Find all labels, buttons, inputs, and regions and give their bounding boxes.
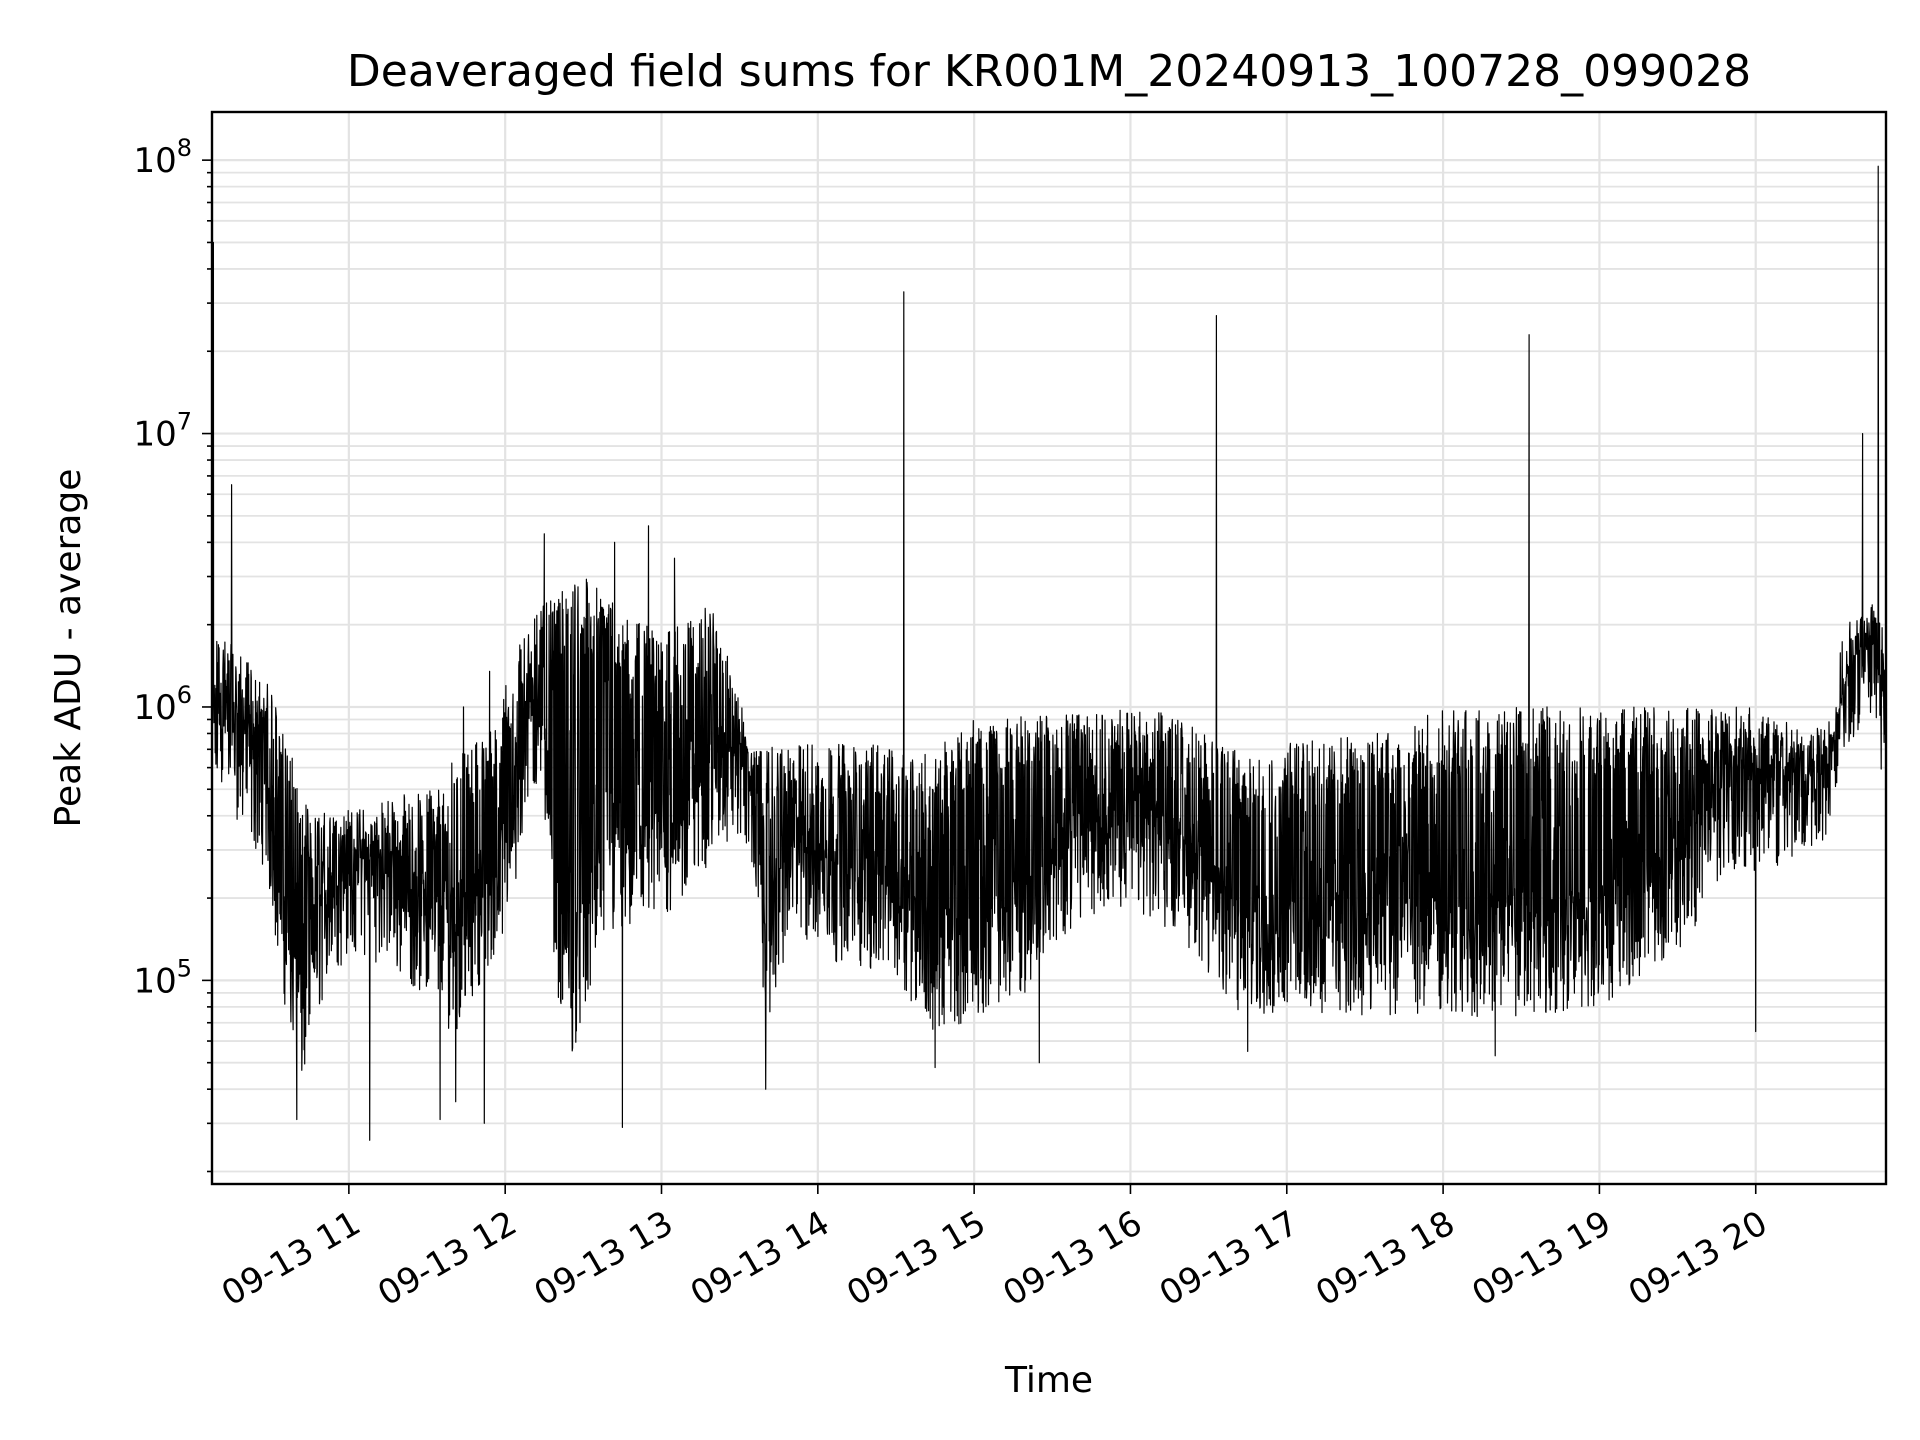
y-tick-label: 105 <box>133 954 192 1001</box>
y-tick-label: 106 <box>133 681 192 728</box>
y-tick-label: 107 <box>133 408 192 455</box>
plot-area-frame <box>210 110 1888 1186</box>
series-line <box>211 165 1887 1141</box>
series-layer <box>211 165 1887 1141</box>
x-axis-label: Time <box>1004 1360 1093 1401</box>
y-axis-label: Peak ADU - average <box>48 469 89 828</box>
y-tick-label: 108 <box>133 134 192 181</box>
chart-title: Deaveraged field sums for KR001M_2024091… <box>347 46 1751 97</box>
